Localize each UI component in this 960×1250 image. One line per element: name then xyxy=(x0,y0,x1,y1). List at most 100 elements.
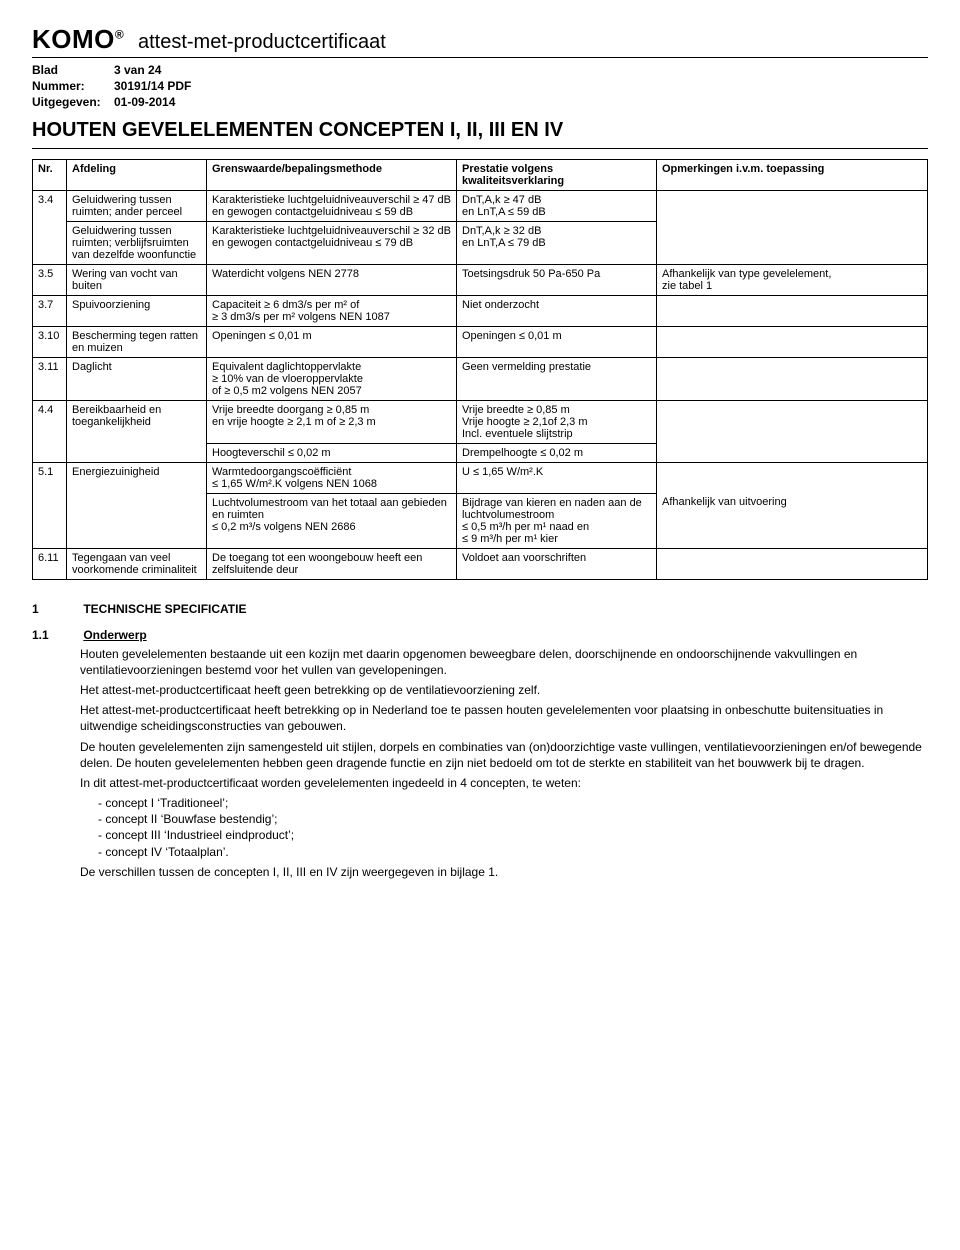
table-row: 6.11 Tegengaan van veel voorkomende crim… xyxy=(33,548,928,579)
cell-prest: DnT,A,k ≥ 32 dBen LnT,A ≤ 79 dB xyxy=(457,221,657,264)
cell-nr: 3.11 xyxy=(33,357,67,400)
section-text: Houten gevelelementen bestaande uit een … xyxy=(80,646,928,678)
th-prestatie: Prestatie volgens kwaliteitsverklaring xyxy=(457,159,657,190)
cell-afd: Wering van vocht van buiten xyxy=(67,264,207,295)
cell-prest: Openingen ≤ 0,01 m xyxy=(457,326,657,357)
cell-afd: Energiezuinigheid xyxy=(67,462,207,493)
list-item: concept II ‘Bouwfase bestendig’; xyxy=(98,811,928,827)
spec-table: Nr. Afdeling Grenswaarde/bepalingsmethod… xyxy=(32,159,928,580)
meta-nummer-value: 30191/14 PDF xyxy=(114,79,191,93)
cell-prest: Voldoet aan voorschriften xyxy=(457,548,657,579)
cell-afd: Spuivoorziening xyxy=(67,295,207,326)
cell-grens: Vrije breedte doorgang ≥ 0,85 men vrije … xyxy=(207,400,457,443)
cell-afd: Geluidwering tussen ruimten; ander perce… xyxy=(67,190,207,221)
cell-nr xyxy=(33,493,67,548)
cell-nr: 4.4 xyxy=(33,400,67,443)
section-1-1: 1.1 Onderwerp Houten gevelelementen best… xyxy=(32,628,928,880)
cell-opm xyxy=(657,443,928,462)
cell-prest: Geen vermelding prestatie xyxy=(457,357,657,400)
cell-afd: Daglicht xyxy=(67,357,207,400)
cell-afd: Geluidwering tussen ruimten; verblijfsru… xyxy=(67,221,207,264)
cell-grens: Capaciteit ≥ 6 dm3/s per m² of≥ 3 dm3/s … xyxy=(207,295,457,326)
cell-afd: Tegengaan van veel voorkomende criminali… xyxy=(67,548,207,579)
section-text: De verschillen tussen de concepten I, II… xyxy=(80,864,928,880)
cell-opm xyxy=(657,295,928,326)
section-text: De houten gevelelementen zijn samengeste… xyxy=(80,739,928,771)
meta-blad-value: 3 van 24 xyxy=(114,63,161,77)
divider-top xyxy=(32,57,928,58)
table-row: Geluidwering tussen ruimten; verblijfsru… xyxy=(33,221,928,264)
th-nr: Nr. xyxy=(33,159,67,190)
cell-prest: Bijdrage van kieren en naden aan de luch… xyxy=(457,493,657,548)
cell-opm: Afhankelijk van uitvoering xyxy=(657,493,928,548)
section-text: Het attest-met-productcertificaat heeft … xyxy=(80,702,928,734)
table-header-row: Nr. Afdeling Grenswaarde/bepalingsmethod… xyxy=(33,159,928,190)
section-1-1-num: 1.1 xyxy=(32,628,80,642)
cell-grens: Luchtvolumestroom van het totaal aan geb… xyxy=(207,493,457,548)
section-text: Het attest-met-productcertificaat heeft … xyxy=(80,682,928,698)
cell-afd xyxy=(67,493,207,548)
brand-subtitle: attest-met-productcertificaat xyxy=(138,31,386,53)
table-row: Luchtvolumestroom van het totaal aan geb… xyxy=(33,493,928,548)
brand-text: KOMO xyxy=(32,24,115,54)
table-row: 3.10 Bescherming tegen ratten en muizen … xyxy=(33,326,928,357)
cell-grens: Karakteristieke luchtgeluidniveauverschi… xyxy=(207,221,457,264)
table-row: 4.4 Bereikbaarheid en toegankelijkheid V… xyxy=(33,400,928,443)
table-row: 3.4 Geluidwering tussen ruimten; ander p… xyxy=(33,190,928,221)
meta-uitgegeven-value: 01-09-2014 xyxy=(114,95,175,109)
cell-prest: Niet onderzocht xyxy=(457,295,657,326)
cell-grens: De toegang tot een woongebouw heeft een … xyxy=(207,548,457,579)
meta-uitgegeven-label: Uitgegeven: xyxy=(32,94,114,110)
registered-mark: ® xyxy=(115,27,124,41)
cell-grens: Waterdicht volgens NEN 2778 xyxy=(207,264,457,295)
cell-prest: DnT,A,k ≥ 47 dBen LnT,A ≤ 59 dB xyxy=(457,190,657,221)
cell-afd: Bescherming tegen ratten en muizen xyxy=(67,326,207,357)
cell-opm xyxy=(657,326,928,357)
cell-nr xyxy=(33,221,67,264)
cell-opm xyxy=(657,221,928,264)
cell-prest: Drempelhoogte ≤ 0,02 m xyxy=(457,443,657,462)
page-title: HOUTEN GEVELELEMENTEN CONCEPTEN I, II, I… xyxy=(32,119,928,142)
table-row: 3.11 Daglicht Equivalent daglichtoppervl… xyxy=(33,357,928,400)
cell-afd: Bereikbaarheid en toegankelijkheid xyxy=(67,400,207,443)
cell-prest: U ≤ 1,65 W/m².K xyxy=(457,462,657,493)
table-row: 3.5 Wering van vocht van buiten Waterdic… xyxy=(33,264,928,295)
cell-opm xyxy=(657,190,928,221)
section-1-1-title: Onderwerp xyxy=(83,628,146,642)
section-1-title: TECHNISCHE SPECIFICATIE xyxy=(83,602,246,616)
cell-nr: 6.11 xyxy=(33,548,67,579)
cell-opm xyxy=(657,357,928,400)
cell-nr: 3.5 xyxy=(33,264,67,295)
list-item: concept III ‘Industrieel eindproduct’; xyxy=(98,827,928,843)
cell-prest: Vrije breedte ≥ 0,85 mVrije hoogte ≥ 2,1… xyxy=(457,400,657,443)
list-item: concept IV ‘Totaalplan’. xyxy=(98,844,928,860)
section-1-1-body: Houten gevelelementen bestaande uit een … xyxy=(80,646,928,880)
page-header: KOMO® attest-met-productcertificaat Blad… xyxy=(32,24,928,149)
cell-nr: 3.4 xyxy=(33,190,67,221)
cell-prest: Toetsingsdruk 50 Pa-650 Pa xyxy=(457,264,657,295)
cell-nr: 3.7 xyxy=(33,295,67,326)
cell-opm xyxy=(657,462,928,493)
th-afdeling: Afdeling xyxy=(67,159,207,190)
cell-nr: 5.1 xyxy=(33,462,67,493)
cell-afd xyxy=(67,443,207,462)
meta-block: Blad3 van 24 Nummer:30191/14 PDF Uitgege… xyxy=(32,62,928,111)
th-grenswaarde: Grenswaarde/bepalingsmethode xyxy=(207,159,457,190)
cell-grens: Karakteristieke luchtgeluidniveauverschi… xyxy=(207,190,457,221)
brand-name: KOMO® xyxy=(32,24,132,54)
table-row: 3.7 Spuivoorziening Capaciteit ≥ 6 dm3/s… xyxy=(33,295,928,326)
cell-opm xyxy=(657,400,928,443)
divider-bottom xyxy=(32,148,928,149)
cell-grens: Hoogteverschil ≤ 0,02 m xyxy=(207,443,457,462)
cell-grens: Warmtedoorgangscoëfficiënt≤ 1,65 W/m².K … xyxy=(207,462,457,493)
list-item: concept I ‘Traditioneel’; xyxy=(98,795,928,811)
cell-opm xyxy=(657,548,928,579)
meta-nummer-label: Nummer: xyxy=(32,78,114,94)
section-1-num: 1 xyxy=(32,602,80,616)
cell-nr: 3.10 xyxy=(33,326,67,357)
cell-grens: Openingen ≤ 0,01 m xyxy=(207,326,457,357)
section-1: 1 TECHNISCHE SPECIFICATIE xyxy=(32,602,928,616)
meta-blad-label: Blad xyxy=(32,62,114,78)
table-row: Hoogteverschil ≤ 0,02 m Drempelhoogte ≤ … xyxy=(33,443,928,462)
th-opmerkingen: Opmerkingen i.v.m. toepassing xyxy=(657,159,928,190)
